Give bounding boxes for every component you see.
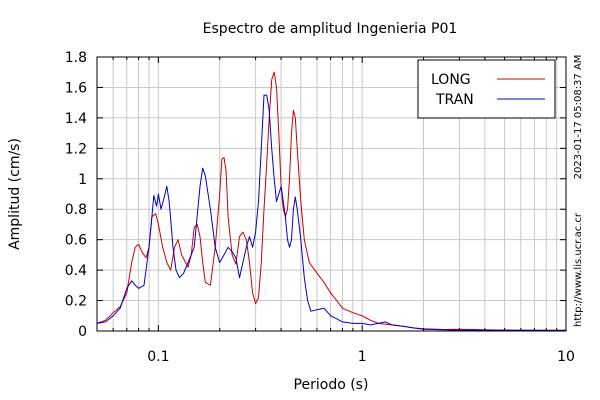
y-tick-label: 1.8 bbox=[65, 50, 87, 66]
y-tick-label: 0.2 bbox=[65, 294, 87, 310]
series-layer bbox=[96, 71, 566, 331]
y-tick-label: 1.6 bbox=[65, 80, 87, 96]
y-tick-label: 0.6 bbox=[65, 233, 87, 249]
y-tick-label: 1 bbox=[78, 172, 87, 188]
timestamp-annotation: 2023-01-17 05:08:37 AM bbox=[573, 55, 584, 180]
tick-marks bbox=[97, 56, 566, 332]
legend-label-tran: TRAN bbox=[435, 92, 474, 108]
chart-title: Espectro de amplitud Ingenieria P01 bbox=[203, 21, 458, 37]
legend-box bbox=[417, 59, 556, 119]
y-tick-labels: 0 0.2 0.4 0.6 0.8 1 1.2 1.4 1.6 1.8 bbox=[65, 50, 87, 340]
x-axis-label: Periodo (s) bbox=[294, 377, 369, 393]
url-annotation: http://www.lis.ucr.ac.cr bbox=[573, 212, 584, 327]
y-tick-label: 1.4 bbox=[65, 111, 87, 127]
y-tick-label: 1.2 bbox=[65, 141, 87, 157]
legend-label-long: LONG bbox=[431, 72, 471, 88]
y-tick-label: 0.4 bbox=[65, 263, 87, 279]
y-axis-label: Amplitud (cm/s) bbox=[7, 138, 23, 250]
series-line-tran bbox=[96, 94, 566, 331]
series-line-long bbox=[96, 71, 566, 331]
y-tick-label: 0.8 bbox=[65, 202, 87, 218]
plot-frame bbox=[96, 56, 567, 332]
x-tick-label: 0.1 bbox=[147, 349, 169, 365]
x-tick-label: 10 bbox=[557, 349, 575, 365]
legend: LONG TRAN bbox=[417, 59, 556, 119]
x-tick-label: 1 bbox=[358, 349, 367, 365]
x-tick-labels: 0.1 1 10 bbox=[147, 349, 575, 365]
y-tick-label: 0 bbox=[78, 324, 87, 340]
